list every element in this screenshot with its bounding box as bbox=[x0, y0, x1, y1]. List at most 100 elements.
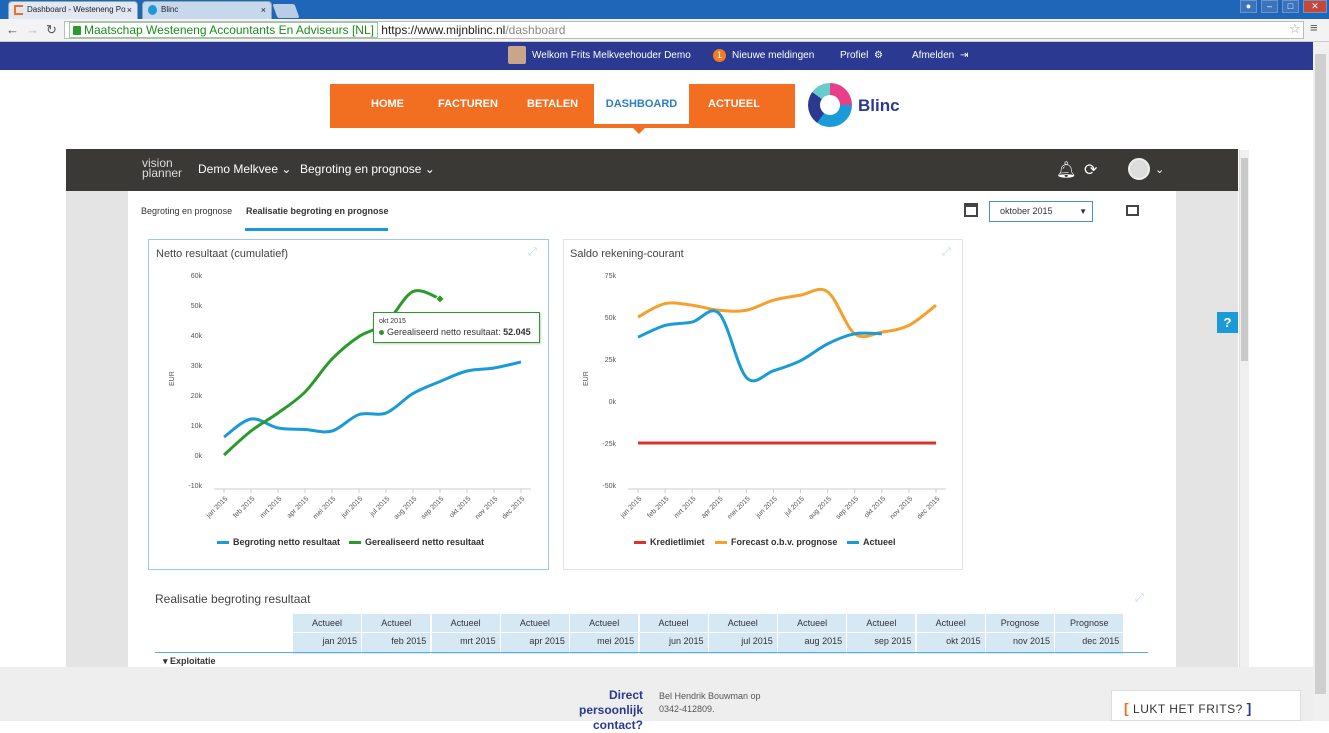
column-type: Actueel bbox=[797, 618, 828, 628]
forward-icon[interactable]: → bbox=[26, 22, 39, 37]
back-icon[interactable]: ← bbox=[6, 22, 19, 37]
tab-realisatie[interactable]: Realisatie begroting en prognose bbox=[246, 206, 389, 216]
calendar-icon[interactable] bbox=[964, 203, 978, 217]
nav-facturen[interactable]: FACTUREN bbox=[438, 98, 498, 110]
column-type: Prognose bbox=[1000, 618, 1040, 628]
legend-swatch bbox=[349, 541, 361, 545]
page-scrollbar[interactable] bbox=[1313, 42, 1329, 721]
profile-link[interactable]: Profiel bbox=[840, 50, 869, 61]
legend-swatch bbox=[634, 541, 646, 545]
x-tick-label: mrt 2015 bbox=[673, 495, 698, 520]
gear-icon[interactable]: ⚙ bbox=[874, 50, 883, 61]
legend-item-gerealiseerd[interactable]: Gerealiseerd netto resultaat bbox=[349, 537, 484, 547]
footer-info: Bel Hendrik Bouwman op 0342-412809. bbox=[659, 690, 761, 716]
scrollbar-thumb[interactable] bbox=[1241, 158, 1248, 361]
table-column-header: Prognose dec 2015 bbox=[1055, 614, 1125, 654]
expand-icon[interactable]: ⤢ bbox=[942, 246, 951, 258]
legend-item-begroting[interactable]: Begroting netto resultaat bbox=[217, 537, 340, 547]
nav-home[interactable]: HOME bbox=[371, 98, 404, 110]
footer-contact[interactable]: Direct persoonlijk contact? bbox=[578, 688, 643, 732]
url-field[interactable]: Maatschap Westeneng Accountants En Advis… bbox=[64, 21, 1304, 39]
module-dropdown[interactable]: Begroting en prognose ⌄ bbox=[300, 162, 435, 176]
legend-item-kredietlimiet[interactable]: Kredietlimiet bbox=[634, 537, 705, 547]
close-icon[interactable]: × bbox=[126, 5, 132, 15]
logout-icon[interactable]: ⇥ bbox=[960, 50, 969, 61]
refresh-icon[interactable]: ⟳ bbox=[1084, 162, 1098, 179]
close-icon[interactable]: × bbox=[260, 5, 266, 15]
table-column-header: Actueel mei 2015 bbox=[570, 614, 640, 654]
scrollbar-thumb[interactable] bbox=[1315, 54, 1326, 694]
menu-icon[interactable]: ≡ bbox=[1310, 20, 1318, 35]
visionplanner-logo[interactable]: vision planner bbox=[142, 157, 183, 180]
browser-tab-label: Blinc bbox=[161, 5, 179, 14]
y-axis-label: EUR bbox=[169, 371, 176, 386]
bookmark-star-icon[interactable]: ☆ bbox=[1289, 21, 1301, 36]
active-tab-indicator bbox=[245, 228, 388, 231]
brand-line2: planner bbox=[142, 166, 183, 180]
period-select[interactable]: oktober 2015 ▼ bbox=[989, 201, 1093, 222]
expand-icon[interactable]: ⤢ bbox=[528, 246, 537, 258]
table-column-header: Actueel mrt 2015 bbox=[431, 614, 501, 654]
column-type: Actueel bbox=[589, 618, 620, 628]
y-tick-label: 60k bbox=[191, 273, 203, 280]
account-avatar[interactable] bbox=[1128, 158, 1150, 180]
minimize-icon[interactable]: – bbox=[1261, 0, 1278, 13]
print-icon[interactable] bbox=[1126, 205, 1139, 216]
legend-swatch bbox=[715, 541, 727, 545]
column-type: Actueel bbox=[381, 618, 412, 628]
new-tab-button[interactable] bbox=[272, 4, 300, 18]
active-nav-pointer bbox=[632, 127, 646, 134]
table-row-exploitatie[interactable]: ▾ Exploitatie bbox=[163, 656, 216, 667]
notifications-link[interactable]: Nieuwe meldingen bbox=[732, 50, 815, 61]
legend-item-forecast[interactable]: Forecast o.b.v. prognose bbox=[715, 537, 837, 547]
y-tick-label: 40k bbox=[191, 333, 203, 340]
netto-chart: 60k 50k 40k 30k 20k 10k 0k -10k EUR jan 2015 feb 2… bbox=[169, 273, 531, 521]
legend-label: Begroting netto resultaat bbox=[233, 537, 341, 547]
logout-link[interactable]: Afmelden bbox=[912, 50, 955, 61]
chart-card-saldo[interactable] bbox=[563, 239, 963, 570]
browser-tab-dashboard[interactable]: Dashboard - Westeneng Po × bbox=[8, 1, 138, 19]
y-tick-label: 10k bbox=[191, 423, 203, 430]
cta-label: LUKT HET FRITS? bbox=[1133, 702, 1243, 716]
expand-icon[interactable]: ⤢ bbox=[1135, 592, 1144, 604]
table-column-header: Actueel okt 2015 bbox=[916, 614, 986, 654]
chart1-title: Netto resultaat (cumulatief) bbox=[156, 248, 289, 260]
reload-icon[interactable]: ↻ bbox=[46, 22, 57, 37]
chart-card-netto[interactable] bbox=[148, 239, 549, 570]
column-month: apr 2015 bbox=[529, 636, 565, 646]
legend-item-actueel[interactable]: Actueel bbox=[847, 537, 896, 547]
legend-swatch bbox=[847, 541, 859, 545]
blinc-logo-text[interactable]: Blinc bbox=[858, 96, 900, 115]
url-host: https://www.mijnblinc.nl bbox=[381, 23, 506, 37]
footer bbox=[0, 667, 1313, 721]
x-tick-label: okt 2015 bbox=[863, 495, 887, 519]
legend-label: Forecast o.b.v. prognose bbox=[731, 537, 838, 547]
x-tick-label: jun 2015 bbox=[340, 495, 365, 520]
blinc-favicon-icon bbox=[148, 5, 157, 15]
nav-betalen[interactable]: BETALEN bbox=[527, 98, 579, 110]
browser-tab-blinc[interactable]: Blinc × bbox=[142, 1, 272, 19]
window-close-icon[interactable]: ✕ bbox=[1303, 0, 1327, 13]
lukt-het-frits-button[interactable]: [ LUKT HET FRITS? ] bbox=[1111, 690, 1301, 721]
tab-begroting[interactable]: Begroting en prognose bbox=[141, 206, 233, 216]
help-button[interactable]: ? bbox=[1217, 312, 1238, 333]
column-type: Prognose bbox=[1070, 618, 1109, 628]
column-type: Actueel bbox=[311, 618, 343, 628]
user-icon[interactable]: ● bbox=[1240, 0, 1257, 13]
company-dropdown[interactable]: Demo Melkvee ⌄ bbox=[198, 162, 291, 176]
maximize-icon[interactable]: □ bbox=[1282, 0, 1299, 13]
panel-scrollbar[interactable] bbox=[1239, 150, 1249, 667]
blinc-logo-icon[interactable] bbox=[808, 83, 852, 127]
column-month: mei 2015 bbox=[597, 636, 635, 646]
column-month: feb 2015 bbox=[391, 636, 427, 646]
chevron-down-icon[interactable]: ⌄ bbox=[1155, 164, 1165, 176]
nav-dashboard[interactable]: DASHBOARD bbox=[594, 84, 689, 124]
x-tick-label: mei 2015 bbox=[312, 495, 337, 520]
x-tick-label: nov 2015 bbox=[889, 495, 914, 520]
bell-icon[interactable]: 🔔︎ bbox=[1056, 162, 1077, 179]
nav-actueel[interactable]: ACTUEEL bbox=[708, 98, 760, 110]
x-tick-label: okt 2015 bbox=[448, 495, 472, 519]
secure-label: Maatschap Westeneng Accountants En Advis… bbox=[84, 23, 374, 37]
secure-badge[interactable]: Maatschap Westeneng Accountants En Advis… bbox=[69, 22, 378, 38]
bracket-left-icon: [ bbox=[1124, 700, 1130, 716]
